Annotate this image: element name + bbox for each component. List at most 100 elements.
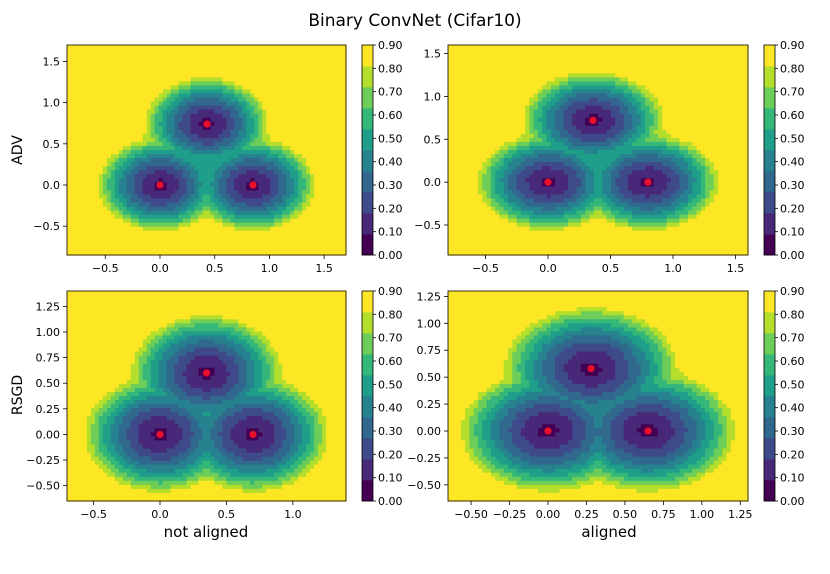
contour-cell [238,89,243,94]
contour-cell [286,93,291,98]
contour-cell [452,178,457,183]
contour-cell [103,154,108,159]
contour-cell [203,130,208,135]
contour-cell [238,235,243,240]
contour-cell [199,134,204,139]
contour-cell [103,81,108,86]
contour-cell [167,174,172,179]
contour-cell [521,243,526,248]
contour-cell [262,53,267,58]
contour-cell [99,203,104,208]
contour-cell [95,138,100,143]
contour-cell [282,77,287,82]
contour-cell [67,203,72,208]
contour-cell [482,142,487,147]
contour-cell [115,65,120,70]
contour-cell [83,110,88,115]
contour-cell [175,227,180,232]
contour-cell [207,194,212,199]
contour-cell [508,158,513,163]
contour-cell [131,85,136,90]
contour-cell [91,182,96,187]
contour-cell [542,146,547,151]
contour-cell [71,166,76,171]
contour-cell [199,150,204,155]
contour-cell [529,207,534,212]
contour-cell [258,81,263,86]
contour-cell [270,166,275,171]
contour-cell [159,170,164,175]
contour-cell [338,73,343,78]
contour-cell [452,174,457,179]
contour-cell [87,162,92,167]
contour-cell [191,150,196,155]
contour-cell [274,174,279,179]
contour-cell [270,207,275,212]
contour-cell [551,207,556,212]
contour-cell [242,174,247,179]
contour-cell [469,223,474,228]
contour-cell [495,77,500,82]
contour-cell [551,150,556,155]
contour-cell [83,150,88,155]
contour-cell [322,85,327,90]
contour-cell [338,134,343,139]
contour-cell [465,231,470,236]
contour-cell [274,247,279,252]
contour-cell [191,69,196,74]
contour-cell [115,190,120,195]
contour-cell [512,138,517,143]
contour-cell [517,162,522,167]
contour-cell [171,150,176,155]
contour-cell [278,122,283,127]
contour-cell [155,247,160,252]
contour-cell [159,219,164,224]
contour-cell [306,69,311,74]
contour-cell [318,219,323,224]
contour-cell [491,170,496,175]
contour-cell [338,142,343,147]
contour-cell [487,219,492,224]
contour-cell [95,146,100,151]
contour-cell [71,65,76,70]
contour-cell [262,98,267,103]
contour-cell [504,198,509,203]
contour-cell [491,223,496,228]
contour-cell [79,114,84,119]
contour-cell [491,130,496,135]
contour-cell [318,239,323,244]
contour-cell [119,239,124,244]
contour-cell [234,239,239,244]
contour-cell [298,138,303,143]
contour-cell [143,122,148,127]
contour-cell [183,158,188,163]
contour-cell [127,69,132,74]
contour-cell [487,239,492,244]
contour-cell [551,223,556,228]
contour-cell [461,118,466,123]
contour-cell [71,77,76,82]
contour-cell [330,69,335,74]
contour-cell [95,223,100,228]
contour-cell [298,61,303,66]
contour-cell [482,53,487,58]
contour-cell [179,190,184,195]
contour-cell [135,93,140,98]
contour-cell [452,126,457,131]
contour-cell [83,215,88,220]
contour-cell [551,158,556,163]
contour-cell [226,235,231,240]
contour-cell [147,243,152,248]
contour-cell [135,122,140,127]
contour-cell [262,158,267,163]
contour-cell [334,114,339,119]
contour-cell [499,223,504,228]
contour-cell [547,85,552,90]
contour-cell [119,93,124,98]
contour-cell [534,126,539,131]
contour-cell [107,81,112,86]
contour-cell [469,57,474,62]
contour-cell [525,219,530,224]
contour-cell [499,154,504,159]
contour-cell [286,73,291,78]
